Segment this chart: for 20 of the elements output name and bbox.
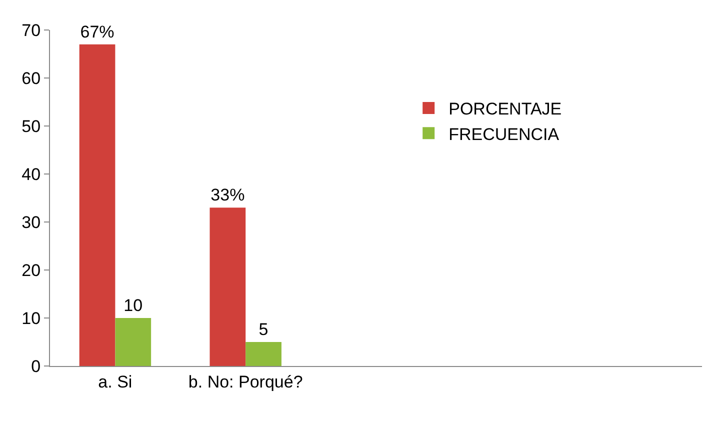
bar bbox=[115, 318, 152, 366]
bar bbox=[210, 208, 246, 366]
y-tick-label: 10 bbox=[22, 308, 41, 328]
data-label: 33% bbox=[210, 186, 245, 205]
y-tick-label: 30 bbox=[22, 212, 41, 232]
data-label: 5 bbox=[258, 320, 268, 339]
bar bbox=[79, 44, 116, 366]
y-tick-label: 70 bbox=[22, 20, 41, 40]
legend-label: FRECUENCIA bbox=[448, 124, 560, 144]
x-tick-label: b. No: Porqué? bbox=[188, 372, 303, 392]
y-tick-label: 60 bbox=[22, 68, 41, 88]
data-label: 67% bbox=[80, 22, 114, 42]
legend-label: PORCENTAJE bbox=[448, 100, 562, 119]
y-tick-label: 20 bbox=[22, 260, 41, 280]
data-label: 10 bbox=[124, 296, 143, 315]
x-tick-label: a. Si bbox=[98, 372, 132, 392]
y-tick-label: 40 bbox=[22, 164, 41, 184]
y-tick-label: 50 bbox=[22, 116, 41, 136]
y-tick-label: 0 bbox=[31, 356, 41, 376]
bar bbox=[246, 342, 282, 366]
